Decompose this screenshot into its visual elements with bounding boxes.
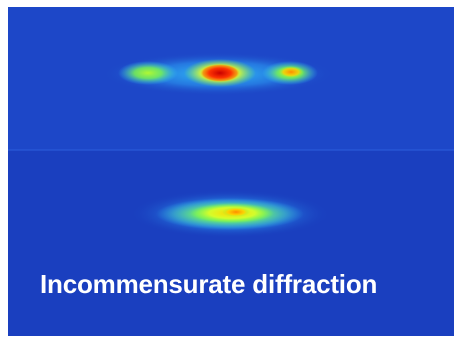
panel-separator: [8, 149, 454, 151]
caption-text: Incommensurate diffraction: [40, 269, 378, 299]
left-satellite-spot: [118, 61, 178, 85]
diffraction-image: [8, 7, 454, 336]
central-peak: [200, 64, 240, 82]
lower-orange-peak: [222, 207, 250, 217]
lower-diffraction-spot: [130, 190, 330, 238]
upper-diffraction-spots: [100, 52, 336, 96]
diffraction-pattern-graphic: [8, 7, 454, 336]
right-satellite-core: [278, 66, 304, 78]
lower-panel: [8, 150, 454, 336]
